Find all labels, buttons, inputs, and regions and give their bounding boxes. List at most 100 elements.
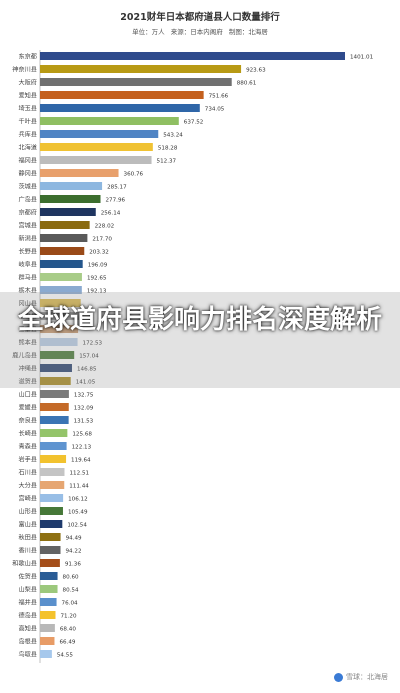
bar: [40, 273, 82, 281]
value-label: 146.85: [77, 367, 97, 373]
value-label: 71.20: [61, 614, 77, 620]
category-label: 奈良县: [18, 417, 37, 425]
bar: [40, 585, 58, 593]
value-label: 512.37: [157, 159, 177, 165]
bar: [40, 338, 78, 346]
category-label: 新潟县: [18, 235, 37, 243]
category-label: 大分县: [18, 482, 37, 490]
category-label: 京都府: [18, 209, 37, 217]
bar: [40, 494, 64, 502]
bar: [40, 611, 56, 619]
category-label: 岐阜县: [18, 261, 37, 269]
category-label: 和歌山县: [12, 560, 37, 568]
category-label: 山梨县: [18, 586, 37, 594]
category-label: 宫崎县: [18, 495, 37, 503]
chart-title: 2021财年日本都府道县人口数量排行: [120, 12, 280, 23]
value-label: 751.66: [209, 94, 229, 100]
bar: [40, 169, 119, 177]
bar: [40, 572, 58, 580]
value-label: 119.64: [71, 458, 91, 464]
value-label: 68.40: [60, 627, 76, 633]
headline: 全球道府县影响力排名深度解析: [17, 305, 382, 335]
bar: [40, 312, 79, 320]
value-label: 734.05: [205, 107, 225, 113]
watermark-text: 雪球：北海居: [346, 673, 388, 681]
bar: [40, 442, 67, 450]
bar: [40, 221, 90, 229]
value-label: 102.54: [67, 523, 87, 529]
category-label: 爱媛县: [18, 404, 37, 412]
category-label: 德岛县: [18, 612, 37, 620]
value-label: 285.17: [107, 185, 127, 191]
category-label: 冲绳县: [18, 365, 37, 373]
value-label: 94.49: [66, 536, 82, 542]
bar: [40, 286, 82, 294]
bar: [40, 143, 153, 151]
category-label: 长野县: [18, 248, 37, 256]
value-label: 277.96: [106, 198, 126, 204]
category-label: 福岛县: [18, 313, 37, 321]
bar: [40, 182, 103, 190]
category-label: 岛根县: [18, 638, 37, 646]
bar: [40, 520, 63, 528]
bar: [40, 416, 69, 424]
bar: [40, 52, 345, 60]
category-label: 茨城县: [18, 183, 37, 191]
watermark: 雪球：北海居: [334, 672, 388, 682]
bar: [40, 156, 152, 164]
category-label: 千叶县: [18, 118, 37, 126]
bar: [40, 247, 85, 255]
category-label: 福井县: [18, 599, 37, 607]
category-label: 三重县: [18, 326, 37, 334]
value-label: 360.76: [124, 172, 144, 178]
category-label: 北海道: [18, 144, 37, 152]
category-label: 神奈川县: [12, 66, 37, 74]
category-label: 宫城县: [18, 222, 37, 230]
bar: [40, 455, 67, 463]
category-label: 佐贺县: [18, 573, 37, 581]
category-label: 大阪府: [18, 79, 37, 87]
category-label: 冈山县: [18, 300, 37, 308]
category-label: 福冈县: [18, 157, 37, 165]
value-label: 256.14: [101, 211, 121, 217]
bar: [40, 533, 61, 541]
category-label: 岩手县: [18, 456, 37, 464]
bar: [40, 130, 159, 138]
value-label: 131.53: [74, 419, 94, 425]
value-label: 192.65: [87, 276, 107, 282]
value-label: 94.22: [66, 549, 82, 555]
bar: [40, 104, 200, 112]
bar: [40, 234, 88, 242]
category-label: 爱知县: [18, 92, 37, 100]
bar: [40, 364, 72, 372]
bar: [40, 65, 242, 73]
value-label: 112.51: [69, 471, 89, 477]
bar: [40, 546, 61, 554]
value-label: 125.68: [72, 432, 92, 438]
category-label: 群马县: [18, 274, 37, 282]
value-label: 76.04: [62, 601, 78, 607]
value-label: 203.32: [89, 250, 109, 256]
category-label: 富山县: [18, 521, 37, 529]
category-label: 东京都: [18, 53, 37, 61]
value-label: 217.70: [92, 237, 112, 243]
value-label: 880.61: [237, 81, 257, 87]
category-label: 滋贺县: [18, 378, 37, 386]
value-label: 141.05: [76, 380, 96, 386]
category-label: 鹿儿岛县: [12, 352, 37, 360]
bar: [40, 117, 179, 125]
author-label: 制图：北海居: [228, 28, 268, 36]
value-label: 543.24: [163, 133, 183, 139]
category-label: 兵库县: [18, 131, 37, 139]
category-label: 石川县: [18, 470, 37, 477]
bar: [40, 598, 57, 606]
category-label: 鸟取县: [18, 651, 37, 659]
unit-label: 单位：万人: [132, 28, 165, 36]
bar: [40, 650, 52, 658]
category-label: 山形县: [18, 508, 37, 516]
bar: [40, 429, 68, 437]
value-label: 122.13: [72, 445, 92, 451]
value-label: 228.02: [95, 224, 115, 230]
value-label: 111.44: [69, 484, 89, 490]
bar: [40, 637, 55, 645]
